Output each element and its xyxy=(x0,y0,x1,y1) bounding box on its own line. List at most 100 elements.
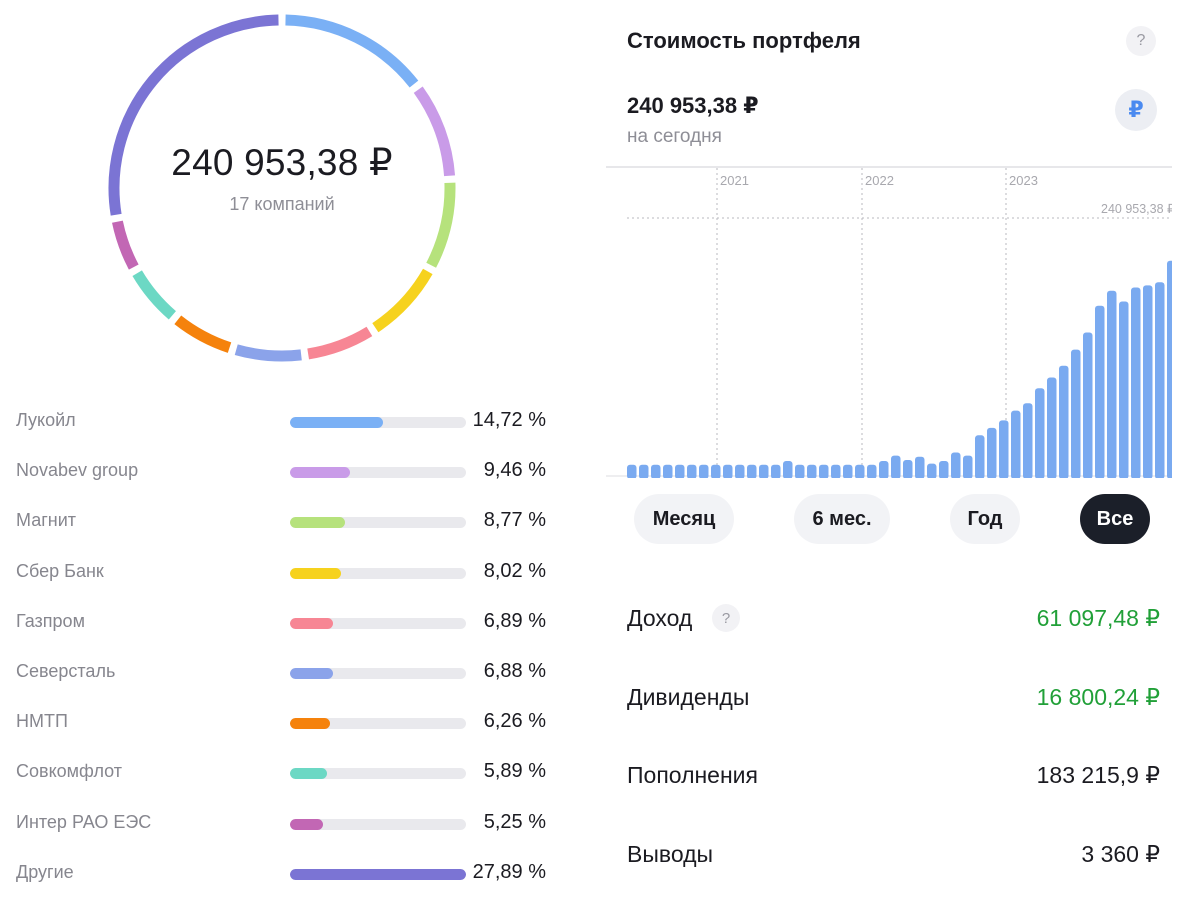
companies-count: 17 компаний xyxy=(229,194,335,214)
chart-bar xyxy=(819,464,829,478)
chart-bar xyxy=(987,427,997,478)
allocation-bar-fill xyxy=(290,818,324,830)
donut-segment[interactable] xyxy=(372,268,433,333)
chart-bar xyxy=(1047,377,1057,478)
chart-bar xyxy=(855,464,865,478)
allocation-row[interactable]: Совкомфлот 5,89 % xyxy=(16,748,556,798)
company-name: Магнит xyxy=(16,510,77,531)
donut-chart xyxy=(108,14,456,362)
allocation-bar-fill xyxy=(290,567,341,579)
allocation-bar-fill xyxy=(290,467,350,479)
year-label: 2022 xyxy=(865,173,894,188)
company-percent: 27,89 % xyxy=(472,860,546,883)
allocation-row[interactable]: НМТП 6,26 % xyxy=(16,698,556,748)
chart-bar xyxy=(747,464,757,478)
chart-bar xyxy=(687,464,697,478)
donut-segment[interactable] xyxy=(307,326,373,360)
chart-bar xyxy=(891,455,901,478)
allocation-row[interactable]: Интер РАО ЕЭС 5,25 % xyxy=(16,799,556,849)
company-name: Северсталь xyxy=(16,660,116,681)
donut-segment[interactable] xyxy=(112,220,139,270)
withdrawals-label: Выводы xyxy=(627,841,714,867)
allocation-bar-track xyxy=(290,567,466,579)
company-name: Газпром xyxy=(16,610,85,631)
chart-bar xyxy=(1011,410,1021,478)
chart-bar xyxy=(699,464,709,478)
chart-bar xyxy=(1131,287,1141,478)
chart-bar xyxy=(927,463,937,478)
chart-bar xyxy=(795,464,805,478)
chart-bar xyxy=(651,464,661,478)
chart-bar xyxy=(1119,301,1129,478)
max-value-label: 240 953,38 ₽ xyxy=(1101,202,1172,216)
allocation-row[interactable]: Сбер Банк 8,02 % xyxy=(16,548,556,598)
chart-bar xyxy=(867,464,877,478)
chart-bar xyxy=(1023,403,1033,478)
chart-bar xyxy=(1155,282,1165,478)
chart-bar xyxy=(639,464,649,478)
donut-segment[interactable] xyxy=(174,315,232,353)
allocation-bar-fill xyxy=(290,718,330,730)
deposits-value: 183 215,9 ₽ xyxy=(1036,762,1160,788)
donut-segment[interactable] xyxy=(426,182,456,268)
allocation-bar-fill xyxy=(290,768,328,780)
allocation-bar-fill xyxy=(290,517,346,529)
income-help-icon[interactable]: ? xyxy=(712,604,740,632)
allocation-row[interactable]: Северсталь 6,88 % xyxy=(16,648,556,698)
donut-center: 240 953,38 ₽ 17 компаний xyxy=(104,10,460,366)
allocation-bar-track xyxy=(290,868,466,880)
allocation-bar-track xyxy=(290,467,466,479)
deposits-label: Пополнения xyxy=(627,762,758,788)
allocation-row[interactable]: Novabev group 9,46 % xyxy=(16,447,556,497)
chart-bar xyxy=(843,464,853,478)
currency-ruble-icon[interactable]: ₽ xyxy=(1115,89,1157,131)
chart-bar xyxy=(1059,365,1069,478)
chart-bar xyxy=(903,459,913,478)
chart-bar xyxy=(1143,285,1153,478)
company-percent: 5,25 % xyxy=(483,810,546,833)
period-6-months-button[interactable]: 6 мес. xyxy=(794,494,890,544)
allocation-bar-fill xyxy=(290,617,334,629)
chart-bar xyxy=(783,461,793,478)
donut-segment[interactable] xyxy=(285,14,419,88)
donut-segment[interactable] xyxy=(132,270,177,320)
dividends-value: 16 800,24 ₽ xyxy=(1036,684,1160,710)
allocation-row[interactable]: Газпром 6,89 % xyxy=(16,598,556,648)
income-value: 61 097,48 ₽ xyxy=(1036,605,1160,631)
chart-bar xyxy=(675,464,685,478)
allocation-bar-track xyxy=(290,617,466,629)
chart-bar xyxy=(831,464,841,478)
allocation-row[interactable]: Магнит 8,77 % xyxy=(16,497,556,547)
donut-segment[interactable] xyxy=(108,14,279,216)
chart-bar xyxy=(1107,290,1117,478)
company-name: Лукойл xyxy=(16,410,76,430)
allocation-row[interactable]: Другие 27,89 % xyxy=(16,849,556,899)
company-percent: 6,26 % xyxy=(483,710,546,733)
portfolio-total: 240 953,38 ₽ xyxy=(171,142,393,183)
donut-segment[interactable] xyxy=(234,344,302,362)
chart-bar xyxy=(915,456,925,478)
help-icon[interactable]: ? xyxy=(1126,26,1156,56)
year-label: 2023 xyxy=(1009,173,1038,188)
company-percent: 6,88 % xyxy=(483,659,546,682)
period-year-button[interactable]: Год xyxy=(950,494,1020,544)
donut-segment[interactable] xyxy=(413,86,456,177)
value-date-label: на сегодня xyxy=(627,126,722,147)
allocation-row[interactable]: Лукойл 14,72 % xyxy=(16,397,556,447)
period-month-button[interactable]: Месяц xyxy=(634,494,734,544)
company-name: Novabev group xyxy=(16,460,139,481)
company-name: НМТП xyxy=(16,711,68,732)
period-all-button[interactable]: Все xyxy=(1080,494,1150,544)
portfolio-value: 240 953,38 ₽ xyxy=(627,93,759,118)
portfolio-value-chart[interactable]: 2021 2022 2023 240 953,38 ₽ xyxy=(606,166,1172,478)
company-name: Совкомфлот xyxy=(16,761,123,782)
chart-bar xyxy=(663,464,673,478)
chart-bar xyxy=(735,464,745,478)
chart-bar xyxy=(1071,349,1081,478)
chart-bar xyxy=(759,464,769,478)
chart-bar xyxy=(807,464,817,478)
allocation-bar-track xyxy=(290,718,466,730)
dividends-label: Дивиденды xyxy=(627,684,750,710)
chart-bar xyxy=(939,461,949,478)
company-name: Сбер Банк xyxy=(16,560,104,581)
